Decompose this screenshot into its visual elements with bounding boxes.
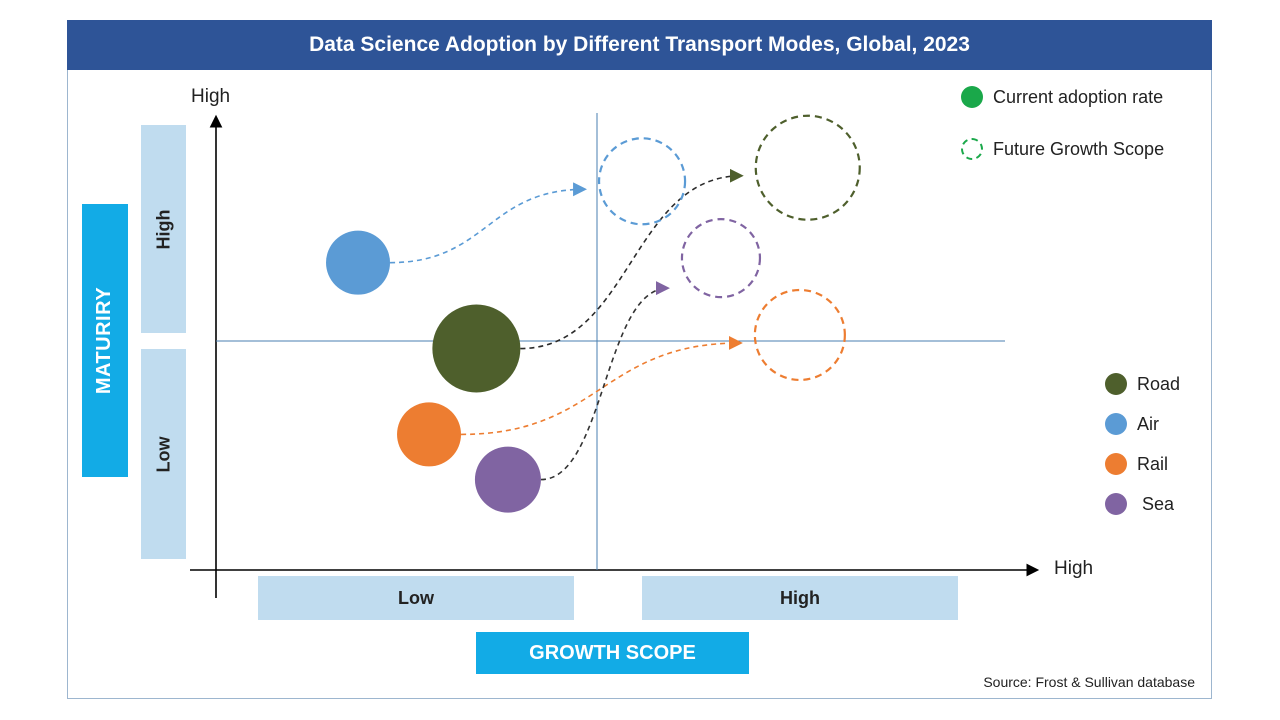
legend-rail-label: Rail — [1137, 453, 1169, 474]
y-band-high-label: High — [153, 209, 173, 249]
legend-sea: Sea — [1105, 493, 1174, 515]
sea-future-bubble — [680, 218, 762, 299]
chart-title: Data Science Adoption by Different Trans… — [67, 20, 1212, 70]
legend-current: Current adoption rate — [961, 86, 1163, 108]
air-current-bubble — [326, 230, 391, 295]
chart-frame — [67, 20, 1212, 699]
x-axis-high-label: High — [1054, 558, 1094, 579]
sea-current-bubble — [474, 446, 541, 513]
road-current-bubble — [432, 304, 521, 393]
source-note: Source: Frost & Sullivan database — [983, 674, 1195, 690]
road-future-bubble — [754, 114, 861, 221]
y-axis-title-label: MATURIRY — [93, 286, 116, 395]
legend-air-marker — [1105, 413, 1127, 435]
road-growth-arrow — [520, 168, 744, 350]
legend-future-marker — [961, 138, 983, 160]
y-band-low-label: Low — [153, 436, 173, 472]
legend-road: Road — [1105, 373, 1180, 395]
air-future-bubble — [597, 137, 687, 226]
legend-current-marker — [961, 86, 983, 108]
sea-growth-arrow — [540, 281, 670, 481]
legend-current-label: Current adoption rate — [993, 86, 1164, 107]
legend-future-label: Future Growth Scope — [993, 138, 1165, 159]
legend-sea-label: Sea — [1142, 493, 1175, 514]
rail-current-bubble — [397, 402, 462, 467]
legend-rail-marker — [1105, 453, 1127, 475]
y-axis-title: MATURIRY — [82, 204, 128, 477]
legend-sea-marker — [1105, 493, 1127, 515]
x-axis-title: GROWTH SCOPE — [476, 632, 749, 674]
legend-air-label: Air — [1137, 413, 1159, 434]
legend-future: Future Growth Scope — [961, 138, 1164, 160]
legend-road-marker — [1105, 373, 1127, 395]
x-band-low: Low — [258, 576, 574, 620]
x-band-high: High — [642, 576, 958, 620]
rail-future-bubble — [753, 288, 846, 382]
legend-rail: Rail — [1105, 453, 1168, 475]
air-growth-arrow — [390, 182, 588, 264]
y-band-high: High — [141, 125, 186, 333]
y-band-low: Low — [141, 349, 186, 559]
legend-road-label: Road — [1137, 373, 1181, 394]
rail-growth-arrow — [461, 335, 743, 436]
legend-air: Air — [1105, 413, 1159, 435]
y-axis-high-label: High — [191, 86, 231, 107]
